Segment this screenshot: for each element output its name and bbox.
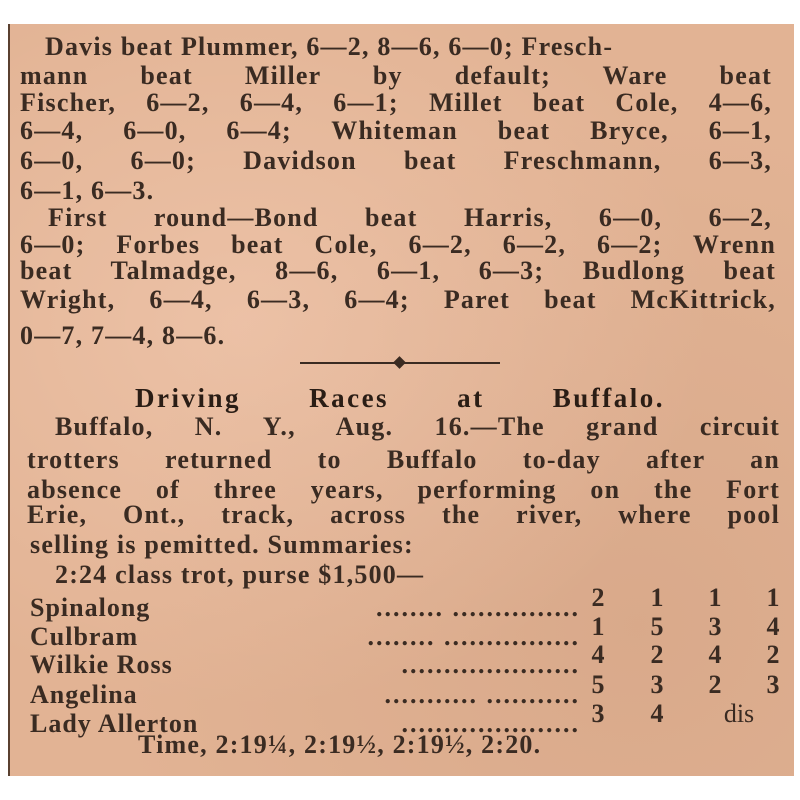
heat-placing: 5 xyxy=(591,670,605,699)
text-line: Wright, 6—4, 6—3, 6—4; Paret beat McKitt… xyxy=(20,285,776,314)
text-line: trotters returned to Buffalo to-day afte… xyxy=(27,445,780,474)
heat-placing: 4 xyxy=(708,640,722,669)
result-row: Wilkie Ross..................... 4 2 4 2 xyxy=(30,640,790,679)
heat-placing: 4 xyxy=(766,612,780,641)
text-line: Davis beat Plummer, 6—2, 8—6, 6—0; Fresc… xyxy=(45,32,614,61)
text-line: Buffalo, N. Y., Aug. 16.—The grand circu… xyxy=(55,412,780,441)
heat-placing: 1 xyxy=(650,583,664,612)
heat-placing: 2 xyxy=(591,583,605,612)
text-line: 6—0, 6—0; Davidson beat Freschmann, 6—3, xyxy=(20,146,772,175)
leader-dots: ........ ............... xyxy=(376,593,580,622)
heat-placing: 1 xyxy=(708,583,722,612)
horse-name: Wilkie Ross xyxy=(30,650,173,679)
text-line: Fischer, 6—2, 6—4, 6—1; Millet beat Cole… xyxy=(20,88,772,117)
horse-name: Spinalong xyxy=(30,593,151,622)
heat-placing: 4 xyxy=(650,699,664,728)
leader-dots: ..................... xyxy=(401,650,580,679)
newspaper-clipping xyxy=(8,24,794,776)
leader-dots: ........ ................ xyxy=(367,622,580,651)
heat-placing: 4 xyxy=(591,640,605,669)
heat-placing: 1 xyxy=(766,583,780,612)
leader-dots: ..................... xyxy=(401,709,580,738)
race-title: 2:24 class trot, purse $1,500— xyxy=(55,560,425,589)
heat-placing: 3 xyxy=(708,612,722,641)
heat-placing: 1 xyxy=(591,612,605,641)
text-line: mann beat Miller by default; Ware beat xyxy=(20,61,772,90)
heat-placing: 3 xyxy=(650,670,664,699)
race-time: Time, 2:19¼, 2:19½, 2:19½, 2:20. xyxy=(138,730,542,759)
heat-placing: dis xyxy=(723,699,755,728)
leader-dots: ........... ........... xyxy=(384,680,580,709)
heat-placing: 2 xyxy=(650,640,664,669)
text-line: First round—Bond beat Harris, 6—0, 6—2, xyxy=(48,203,772,232)
result-row: Angelina ........... ........... 5 3 2 3 xyxy=(30,670,790,709)
horse-name: Angelina xyxy=(30,680,138,709)
text-line: absence of three years, performing on th… xyxy=(27,475,780,504)
result-row: Spinalong ........ ............... 2 1 1 1 xyxy=(30,583,790,622)
heat-placing: 5 xyxy=(650,612,664,641)
heat-placing: 3 xyxy=(766,670,780,699)
text-line: 0—7, 7—4, 8—6. xyxy=(20,321,226,350)
heat-placing: 2 xyxy=(708,670,722,699)
text-line: selling is pemitted. Summaries: xyxy=(30,530,414,559)
result-row: Lady Allerton..................... 3 4 dis xyxy=(30,699,790,738)
text-line: beat Talmadge, 8—6, 6—1, 6—3; Budlong be… xyxy=(20,256,776,285)
text-line: 6—4, 6—0, 6—4; Whiteman beat Bryce, 6—1, xyxy=(20,116,772,145)
heat-placing: 2 xyxy=(766,640,780,669)
text-line: 6—1, 6—3. xyxy=(20,176,155,205)
result-row: Culbram ........ ................ 1 5 3 4 xyxy=(30,612,790,651)
horse-name: Lady Allerton xyxy=(30,709,199,738)
horse-name: Culbram xyxy=(30,622,139,651)
heat-placing: 3 xyxy=(591,699,605,728)
text-line: 6—0; Forbes beat Cole, 6—2, 6—2, 6—2; Wr… xyxy=(20,230,776,259)
text-line: Erie, Ont., track, across the river, whe… xyxy=(27,500,780,529)
headline: Driving Races at Buffalo. xyxy=(135,383,665,413)
